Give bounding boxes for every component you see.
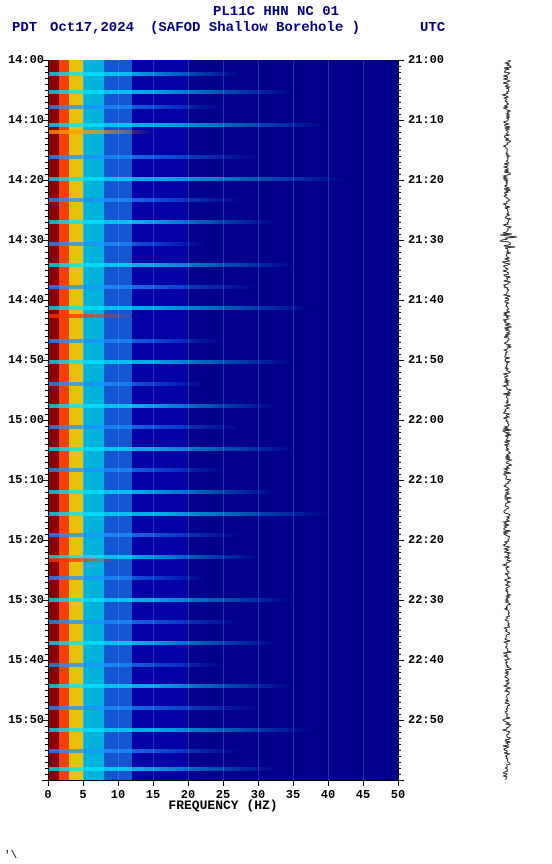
spectro-streak <box>48 576 206 580</box>
y-tick-label-right: 21:10 <box>408 113 444 127</box>
spectro-band <box>83 60 104 780</box>
y-tick-label-right: 22:30 <box>408 593 444 607</box>
spectro-streak <box>48 314 136 318</box>
spectro-streak <box>48 706 258 710</box>
y-tick-label-left: 15:30 <box>8 593 44 607</box>
spectro-streak <box>48 767 276 771</box>
waveform-trace <box>500 60 517 780</box>
x-axis-label: FREQUENCY (HZ) <box>48 798 398 813</box>
spectro-streak <box>48 425 241 429</box>
spectro-band <box>48 60 59 780</box>
y-tick-label-left: 14:10 <box>8 113 44 127</box>
spectro-streak <box>48 72 241 76</box>
y-tick-label-left: 15:20 <box>8 533 44 547</box>
waveform-column <box>492 60 522 780</box>
y-tick-label-right: 22:10 <box>408 473 444 487</box>
spectro-streak <box>48 404 276 408</box>
spectro-streak <box>48 285 258 289</box>
y-tick-label-left: 14:30 <box>8 233 44 247</box>
y-tick-label-right: 22:00 <box>408 413 444 427</box>
spectro-band <box>132 60 188 780</box>
y-tick-label-left: 15:50 <box>8 713 44 727</box>
spectro-streak <box>48 533 241 537</box>
spectro-band <box>104 60 132 780</box>
spectro-streak <box>48 749 241 753</box>
y-tick-label-right: 22:50 <box>408 713 444 727</box>
spectro-streak <box>48 684 293 688</box>
spectro-streak <box>48 663 223 667</box>
spectro-streak <box>48 177 346 181</box>
spectro-streak <box>48 447 293 451</box>
y-tick-label-right: 21:00 <box>408 53 444 67</box>
spectro-streak <box>48 123 328 127</box>
y-tick-label-left: 15:40 <box>8 653 44 667</box>
spectro-streak <box>48 130 153 134</box>
spectro-streak <box>48 155 258 159</box>
spectro-streak <box>48 105 223 109</box>
spectro-band <box>59 60 70 780</box>
spectro-streak <box>48 360 293 364</box>
spectro-band <box>69 60 83 780</box>
title-line1: PL11C HHN NC 01 <box>0 4 552 20</box>
spectro-streak <box>48 306 311 310</box>
spectro-streak <box>48 242 206 246</box>
spectro-streak <box>48 198 241 202</box>
spectro-streak <box>48 263 293 267</box>
spectro-streak <box>48 598 293 602</box>
spectro-streak <box>48 382 206 386</box>
bottom-mark: '\ <box>4 850 17 862</box>
y-tick-label-right: 21:40 <box>408 293 444 307</box>
y-tick-label-right: 21:30 <box>408 233 444 247</box>
spectro-streak <box>48 90 293 94</box>
date-label: Oct17,2024 <box>50 20 134 36</box>
right-timezone-label: UTC <box>420 20 445 36</box>
y-tick-label-left: 15:00 <box>8 413 44 427</box>
y-tick-label-left: 14:50 <box>8 353 44 367</box>
spectro-streak <box>48 728 311 732</box>
chart-header: PL11C HHN NC 01 PDT Oct17,2024 (SAFOD Sh… <box>0 4 552 38</box>
spectro-streak <box>48 620 241 624</box>
spectro-streak <box>48 641 276 645</box>
y-tick-label-left: 15:10 <box>8 473 44 487</box>
spectro-streak <box>48 339 223 343</box>
spectro-streak <box>48 490 276 494</box>
y-tick-label-right: 21:50 <box>408 353 444 367</box>
y-tick-label-left: 14:00 <box>8 53 44 67</box>
left-timezone-label: PDT <box>12 20 37 36</box>
spectrogram-plot: 05101520253035404550 <box>48 60 398 780</box>
station-label: (SAFOD Shallow Borehole ) <box>150 20 360 36</box>
spectro-streak <box>48 558 118 562</box>
y-tick-label-right: 21:20 <box>408 173 444 187</box>
y-tick-label-right: 22:40 <box>408 653 444 667</box>
y-tick-label-right: 22:20 <box>408 533 444 547</box>
spectro-streak <box>48 468 223 472</box>
spectro-streak <box>48 512 328 516</box>
y-tick-label-left: 14:40 <box>8 293 44 307</box>
y-tick-label-left: 14:20 <box>8 173 44 187</box>
spectro-streak <box>48 220 276 224</box>
